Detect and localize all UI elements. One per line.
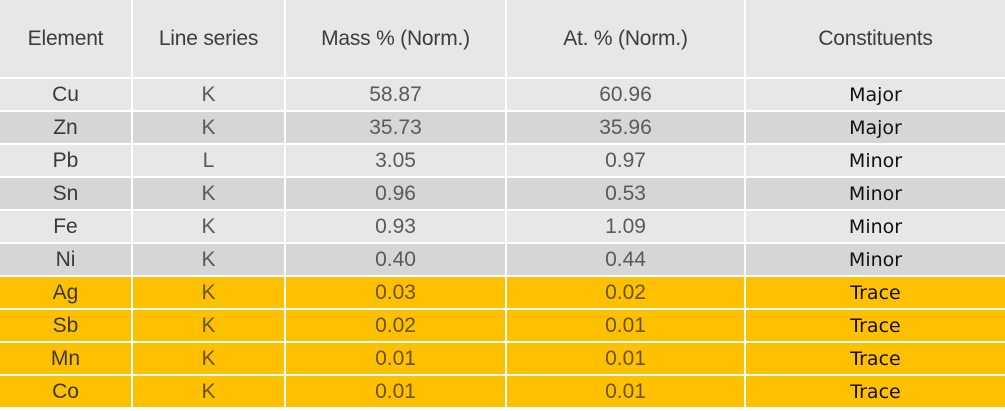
header-line-series: Line series <box>132 0 286 79</box>
header-element: Element <box>0 0 133 79</box>
atomic-percent-cell: 0.01 <box>506 375 746 409</box>
line-series-cell: L <box>132 144 286 178</box>
mass-percent-cell: 0.96 <box>285 177 507 211</box>
table-body: Cu K 58.87 60.96 Major Zn K 35.73 35.96 … <box>0 78 1005 409</box>
constituent-cell: Minor <box>745 210 1005 244</box>
mass-percent-cell: 0.93 <box>285 210 507 244</box>
header-constituents: Constituents <box>745 0 1005 79</box>
constituent-cell: Trace <box>745 309 1005 343</box>
table-row: Fe K 0.93 1.09 Minor <box>0 210 1005 244</box>
constituent-cell: Minor <box>745 144 1005 178</box>
mass-percent-cell: 0.02 <box>285 309 507 343</box>
mass-percent-cell: 0.01 <box>285 342 507 376</box>
element-cell: Mn <box>0 342 133 376</box>
element-cell: Pb <box>0 144 133 178</box>
line-series-cell: K <box>132 111 286 145</box>
table-header: Element Line series Mass % (Norm.) At. %… <box>0 0 1005 79</box>
element-cell: Sn <box>0 177 133 211</box>
element-cell: Zn <box>0 111 133 145</box>
line-series-cell: K <box>132 375 286 409</box>
header-row: Element Line series Mass % (Norm.) At. %… <box>0 0 1005 79</box>
table-row: Pb L 3.05 0.97 Minor <box>0 144 1005 178</box>
constituent-cell: Minor <box>745 243 1005 277</box>
atomic-percent-cell: 0.01 <box>506 309 746 343</box>
mass-percent-cell: 0.40 <box>285 243 507 277</box>
header-mass-percent: Mass % (Norm.) <box>285 0 507 79</box>
element-cell: Ag <box>0 276 133 310</box>
line-series-cell: K <box>132 309 286 343</box>
table-row: Cu K 58.87 60.96 Major <box>0 78 1005 112</box>
line-series-cell: K <box>132 78 286 112</box>
table-row-trace: Co K 0.01 0.01 Trace <box>0 375 1005 409</box>
mass-percent-cell: 0.01 <box>285 375 507 409</box>
mass-percent-cell: 0.03 <box>285 276 507 310</box>
constituent-cell: Trace <box>745 375 1005 409</box>
atomic-percent-cell: 0.44 <box>506 243 746 277</box>
element-cell: Sb <box>0 309 133 343</box>
table-row: Sn K 0.96 0.53 Minor <box>0 177 1005 211</box>
line-series-cell: K <box>132 243 286 277</box>
constituent-cell: Major <box>745 111 1005 145</box>
atomic-percent-cell: 0.53 <box>506 177 746 211</box>
mass-percent-cell: 3.05 <box>285 144 507 178</box>
table-row: Ni K 0.40 0.44 Minor <box>0 243 1005 277</box>
constituent-cell: Trace <box>745 276 1005 310</box>
line-series-cell: K <box>132 177 286 211</box>
element-cell: Co <box>0 375 133 409</box>
atomic-percent-cell: 60.96 <box>506 78 746 112</box>
table-row-trace: Sb K 0.02 0.01 Trace <box>0 309 1005 343</box>
atomic-percent-cell: 1.09 <box>506 210 746 244</box>
line-series-cell: K <box>132 210 286 244</box>
constituent-cell: Major <box>745 78 1005 112</box>
line-series-cell: K <box>132 276 286 310</box>
mass-percent-cell: 35.73 <box>285 111 507 145</box>
line-series-cell: K <box>132 342 286 376</box>
table-row-trace: Mn K 0.01 0.01 Trace <box>0 342 1005 376</box>
element-cell: Cu <box>0 78 133 112</box>
element-cell: Ni <box>0 243 133 277</box>
element-cell: Fe <box>0 210 133 244</box>
atomic-percent-cell: 0.02 <box>506 276 746 310</box>
mass-percent-cell: 58.87 <box>285 78 507 112</box>
table-row: Zn K 35.73 35.96 Major <box>0 111 1005 145</box>
header-atomic-percent: At. % (Norm.) <box>506 0 746 79</box>
table-row-trace: Ag K 0.03 0.02 Trace <box>0 276 1005 310</box>
constituent-cell: Trace <box>745 342 1005 376</box>
atomic-percent-cell: 0.97 <box>506 144 746 178</box>
atomic-percent-cell: 0.01 <box>506 342 746 376</box>
atomic-percent-cell: 35.96 <box>506 111 746 145</box>
constituent-cell: Minor <box>745 177 1005 211</box>
